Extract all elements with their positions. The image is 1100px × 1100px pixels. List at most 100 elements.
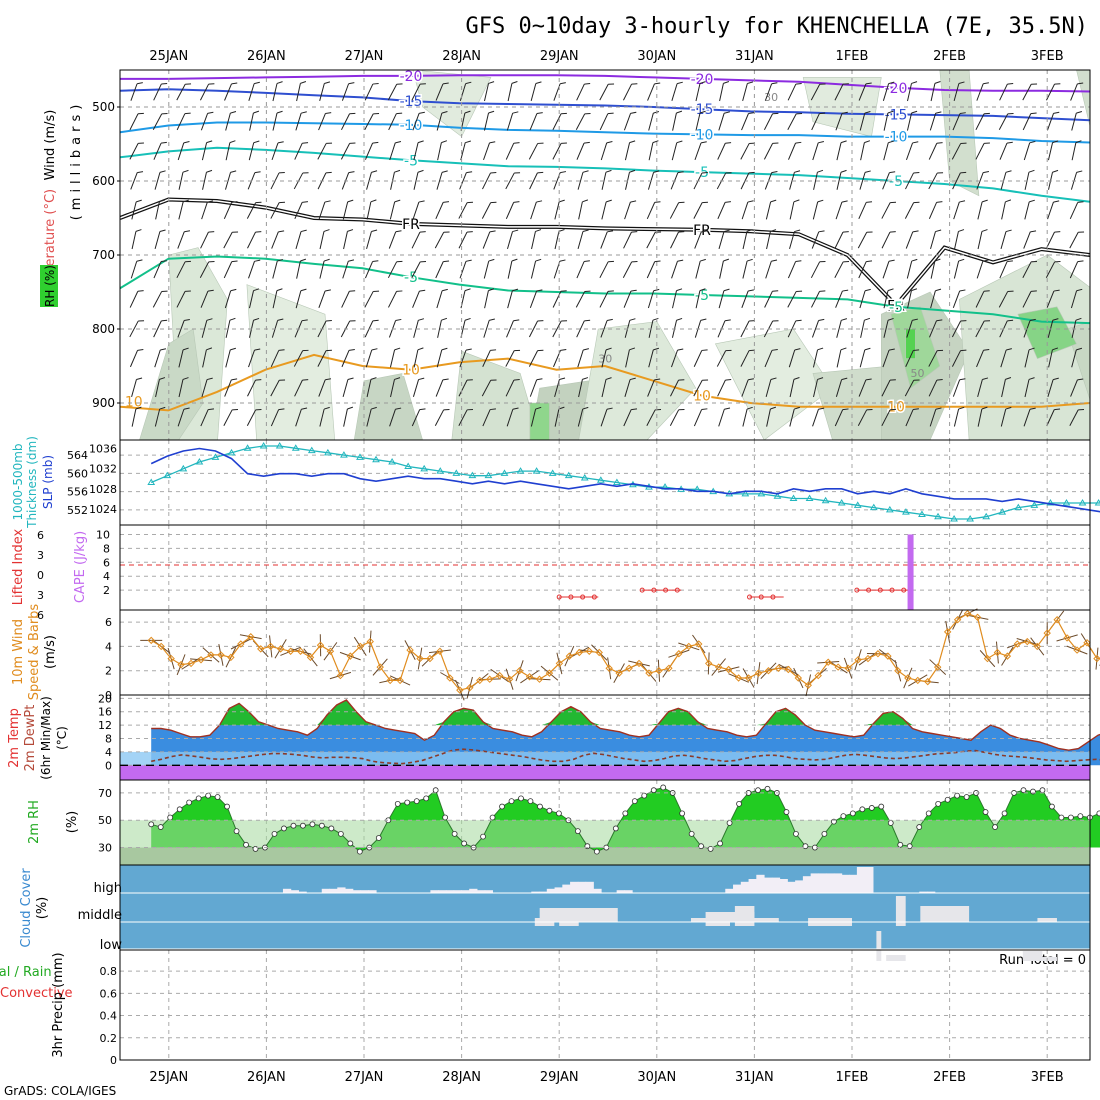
wind-barb: [131, 406, 142, 427]
wind-speed-marker: [207, 651, 215, 659]
rh-contour-label: 50: [911, 367, 925, 380]
wind-barb: [1094, 170, 1100, 191]
barb-flag: [559, 259, 566, 262]
barb-flag: [326, 349, 332, 352]
barb-staff: [388, 291, 397, 308]
wind-barb: [1047, 140, 1059, 161]
barb-staff: [131, 379, 137, 398]
wind-barb: [484, 288, 495, 309]
rh-marker: [281, 825, 287, 832]
barb-staff: [505, 350, 515, 367]
thickness-marker: [918, 510, 926, 517]
wind-barb: [435, 82, 449, 101]
barb-flag: [584, 113, 591, 115]
barb-staff: [270, 202, 280, 219]
barb-staff: [554, 201, 560, 220]
barb-flag: [417, 140, 424, 144]
barb-flag: [676, 317, 683, 321]
barb-staff: [599, 84, 609, 101]
barb-staff: [789, 379, 795, 398]
wind-barb: [1093, 407, 1100, 428]
barb-staff: [270, 409, 280, 427]
barb-staff: [928, 143, 938, 160]
thickness-marker: [902, 508, 910, 515]
barb-flag: [629, 169, 636, 173]
wind-barb: [506, 319, 520, 338]
wind-barb: [1001, 377, 1012, 398]
wind-speed-marker: [505, 675, 514, 683]
wind-barb: [952, 378, 966, 397]
precip-frame: [119, 949, 1091, 1061]
barb-flag: [489, 141, 496, 144]
barb-flag: [912, 141, 919, 144]
wind-barb: [1022, 112, 1037, 131]
barb-flag: [161, 290, 168, 292]
thickness-marker: [340, 451, 348, 458]
barb-staff: [458, 231, 468, 249]
rh-marker: [1096, 810, 1100, 817]
cloud-high-bar: [531, 891, 540, 893]
barb-flag: [608, 290, 614, 292]
wind-barb: [177, 407, 190, 427]
barb-flag: [418, 377, 425, 381]
barb-staff: [999, 83, 1008, 101]
wind-barb: [765, 259, 778, 279]
barb-flag: [840, 169, 847, 173]
barb-staff: [531, 231, 536, 250]
barb-flag: [582, 229, 589, 233]
barb-staff: [130, 261, 138, 279]
barb-staff: [1095, 84, 1100, 101]
thickness-marker: [147, 478, 156, 485]
barb-staff: [858, 83, 867, 101]
barb-flag: [1030, 230, 1037, 233]
wind-barb: [552, 320, 568, 338]
barb-flag: [771, 171, 778, 174]
wind-barb: [130, 171, 144, 190]
barb-staff: [694, 142, 702, 161]
wind-speed-marker: [794, 674, 803, 682]
cloud-high-bar: [476, 890, 486, 893]
minmax-label: (6hr Min/Max): [39, 696, 53, 780]
barb-staff: [176, 291, 186, 308]
barb-flag: [630, 111, 637, 114]
wind-barb: [366, 229, 378, 249]
barb-flag: [1029, 318, 1036, 322]
barb-flag: [535, 81, 542, 84]
wind-barb: [717, 142, 732, 160]
rh-tick: 30: [98, 842, 112, 855]
barb-flag: [323, 258, 330, 262]
barb-flag: [748, 112, 755, 114]
wind-barb: [483, 141, 496, 161]
barb-staff: [200, 113, 209, 131]
barb-flag: [254, 81, 260, 85]
rh-marker: [404, 799, 411, 806]
barb-flag: [631, 260, 638, 263]
date-label-top: 26JAN: [247, 49, 286, 64]
cloud-row-label: low: [100, 938, 123, 953]
wind-barb: [1048, 347, 1059, 368]
wind-barb: [318, 200, 331, 220]
barb-flag: [748, 289, 754, 292]
wind-barb: [411, 408, 426, 427]
thickness-marker: [275, 442, 284, 449]
pressure-tick: 900: [92, 396, 115, 410]
barb-flag: [326, 320, 332, 322]
barb-flag: [441, 170, 448, 173]
barb-flag: [841, 111, 848, 114]
rain-total-label: Total / Rain: [0, 965, 52, 980]
wind-speed-marker: [1083, 639, 1091, 647]
barb-staff: [906, 112, 913, 131]
wind-barb: [437, 317, 448, 338]
barb-staff: [224, 290, 232, 309]
barb-staff: [694, 231, 702, 249]
wind-barb: [575, 290, 591, 308]
wind-barb: [1046, 408, 1061, 427]
wind-barb: [623, 408, 638, 427]
barb-staff: [248, 261, 255, 279]
date-label-bottom: 30JAN: [637, 1070, 676, 1085]
wind-speed-marker: [286, 647, 295, 655]
barb-staff: [130, 172, 138, 190]
thickness-line: [150, 445, 1100, 520]
barb-flag: [349, 320, 356, 322]
barb-staff: [434, 409, 445, 427]
